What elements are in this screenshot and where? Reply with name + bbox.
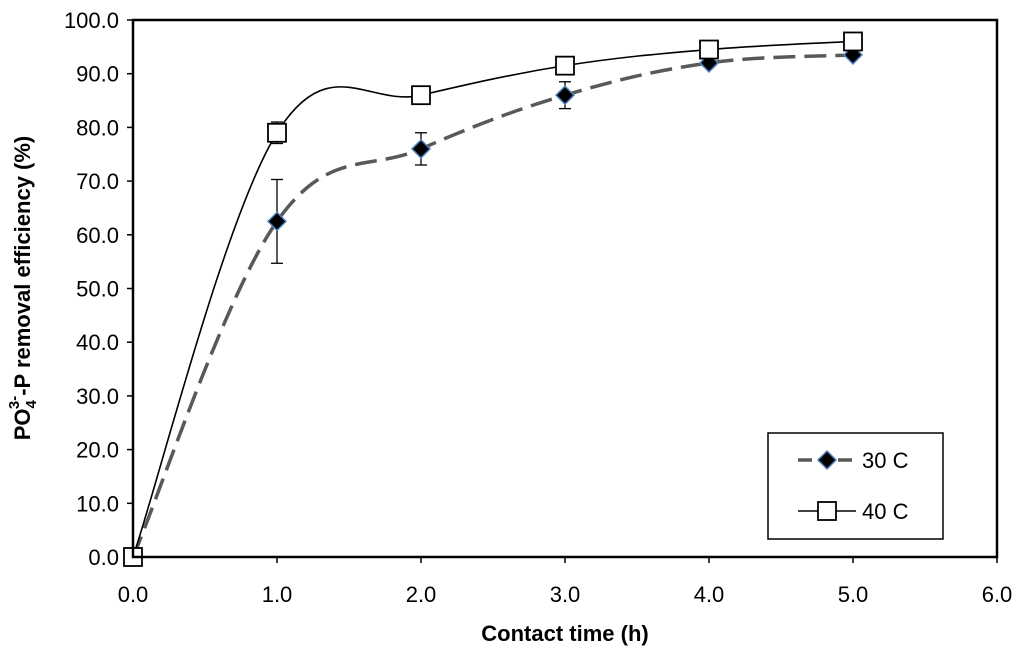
y-tick-label: 20.0 <box>76 438 119 463</box>
x-tick-label: 5.0 <box>838 582 869 607</box>
x-axis: 0.0 1.0 2.0 3.0 4.0 5.0 6.0 <box>118 557 1013 607</box>
legend-label: 40 C <box>862 499 909 524</box>
x-tick-label: 3.0 <box>550 582 581 607</box>
y-tick-label: 0.0 <box>88 545 119 570</box>
legend-label: 30 C <box>862 448 909 473</box>
legend-item: 40 C <box>798 499 909 524</box>
data-point <box>843 31 863 52</box>
y-tick-label: 70.0 <box>76 169 119 194</box>
plot-area-frame <box>131 18 999 559</box>
y-tick-label: 40.0 <box>76 330 119 355</box>
legend-marker <box>817 501 837 521</box>
data-point <box>410 138 432 159</box>
y-tick-label: 50.0 <box>76 277 119 302</box>
y-tick-label: 80.0 <box>76 115 119 140</box>
y-tick-label: 30.0 <box>76 384 119 409</box>
y-tick-label: 90.0 <box>76 62 119 87</box>
legend-item: 30 C <box>798 448 909 473</box>
plot-series <box>122 31 864 568</box>
data-point <box>411 85 431 106</box>
data-point <box>554 85 576 106</box>
legend: 30 C 40 C <box>767 432 944 540</box>
y-tick-label: 10.0 <box>76 491 119 516</box>
x-tick-label: 1.0 <box>262 582 293 607</box>
data-point <box>699 39 719 60</box>
x-tick-label: 0.0 <box>118 582 149 607</box>
y-axis-title: PO43--P removal efficiency (%) <box>6 136 40 441</box>
series-40-c <box>123 31 863 567</box>
x-tick-label: 6.0 <box>982 582 1013 607</box>
data-point <box>267 122 287 143</box>
x-tick-label: 2.0 <box>406 582 437 607</box>
legend-box <box>767 432 944 540</box>
data-point <box>266 211 288 232</box>
y-tick-label: 100.0 <box>64 8 119 33</box>
legend-items: 30 C 40 C <box>798 448 909 524</box>
data-point <box>555 55 575 76</box>
series-line <box>131 53 854 558</box>
legend-marker <box>816 449 838 471</box>
y-axis: 0.0 10.0 20.0 30.0 40.0 50.0 60.0 70.0 80.0 90.0 1… <box>64 8 133 570</box>
x-tick-label: 4.0 <box>694 582 725 607</box>
x-axis-title: Contact time (h) <box>481 621 648 646</box>
y-tick-label: 60.0 <box>76 223 119 248</box>
